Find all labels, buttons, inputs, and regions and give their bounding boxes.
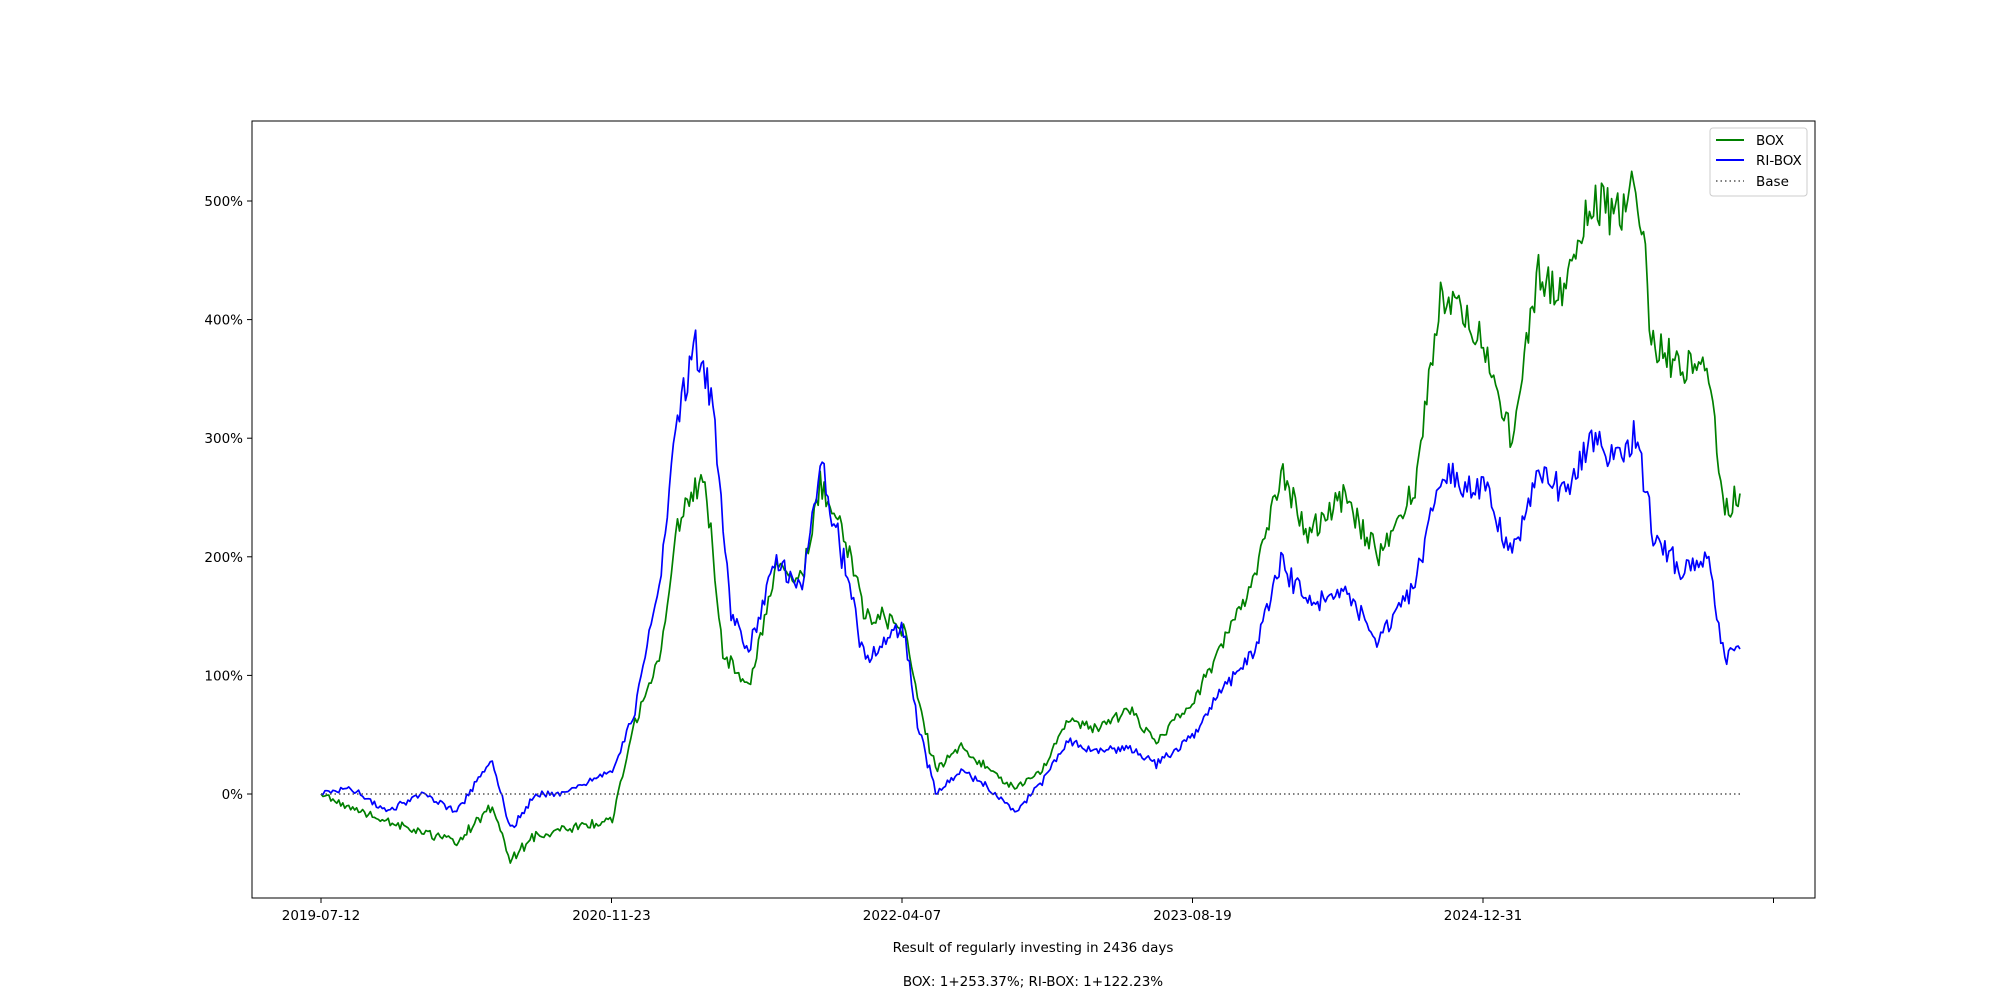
x-tick-label: 2019-07-12	[282, 908, 360, 924]
series-layer	[320, 170, 1741, 864]
x-axis: 2019-07-12 2020-11-23 2022-04-07 2023-08-19…	[282, 898, 1774, 924]
series-line-box	[320, 170, 1741, 864]
series-line-ri-box	[320, 329, 1741, 829]
legend-label-box: BOX	[1756, 133, 1784, 149]
y-tick-label: 500%	[204, 194, 243, 210]
x-tick-label: 2020-11-23	[572, 908, 650, 924]
y-tick-label: 200%	[204, 550, 243, 566]
legend-label-base: Base	[1756, 174, 1789, 190]
y-tick-label: 100%	[204, 668, 243, 684]
x-tick-label: 2023-08-19	[1153, 908, 1231, 924]
result-summary: BOX: 1+253.37%; RI-BOX: 1+122.23%	[903, 974, 1163, 990]
y-tick-label: 400%	[204, 313, 243, 329]
legend: BOX RI-BOX Base	[1709, 127, 1808, 197]
y-axis: 0% 100% 200% 300% 400% 500%	[204, 194, 252, 803]
y-tick-label: 300%	[204, 431, 243, 447]
plot-area	[251, 120, 1816, 899]
x-axis-caption: Result of regularly investing in 2436 da…	[893, 940, 1174, 956]
legend-box	[1709, 127, 1808, 197]
legend-label-ri-box: RI-BOX	[1756, 153, 1802, 169]
x-tick-label: 2022-04-07	[863, 908, 941, 924]
y-tick-label: 0%	[222, 787, 244, 803]
x-tick-label: 2024-12-31	[1444, 908, 1522, 924]
